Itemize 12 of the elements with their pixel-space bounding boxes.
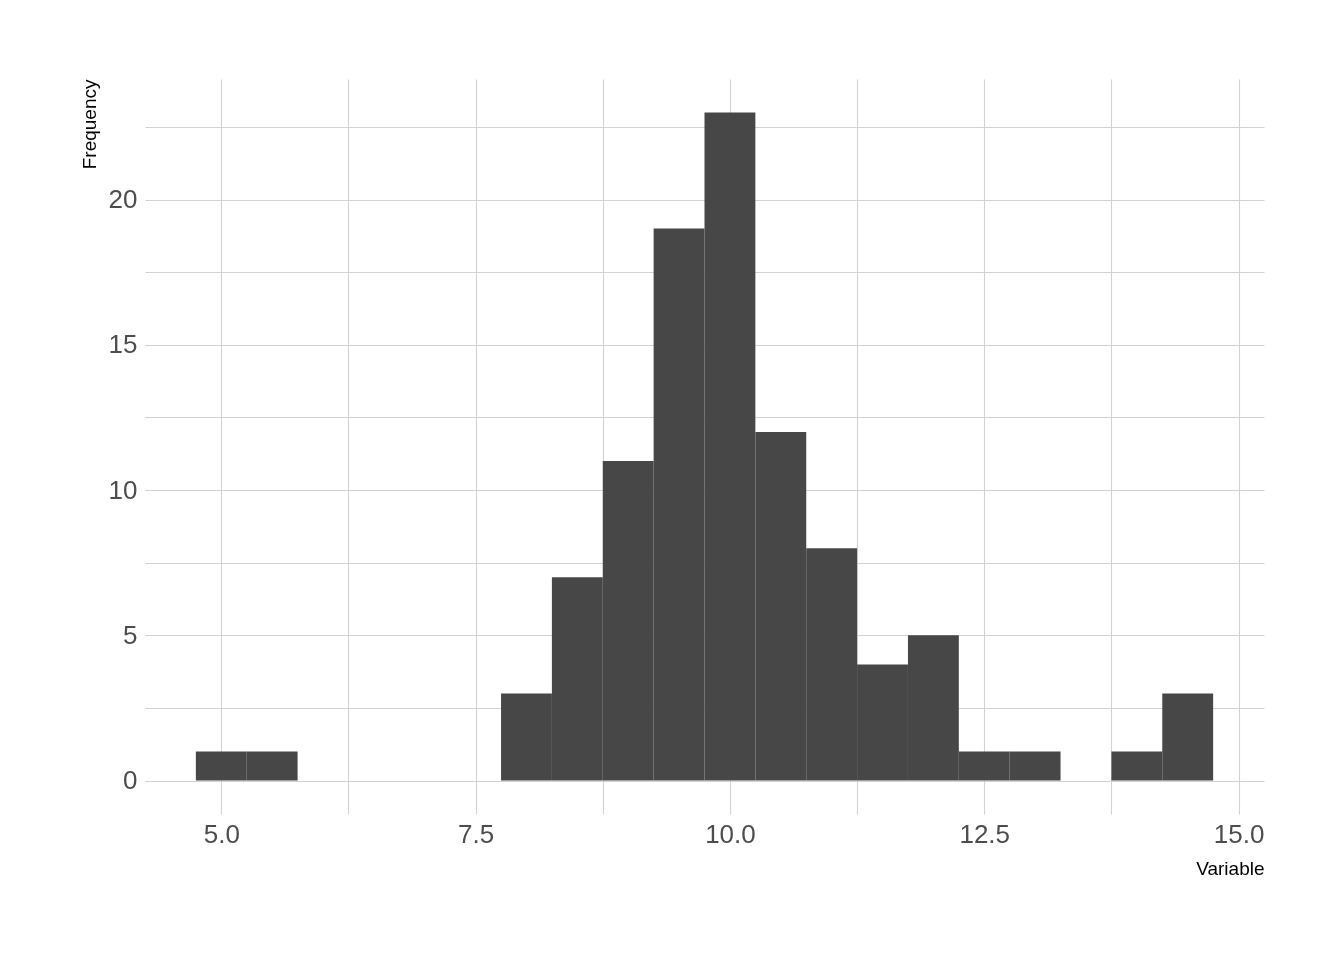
x-tick-label: 7.5: [458, 818, 495, 849]
x-tick-label: 5.0: [203, 818, 240, 849]
x-tick-label: 10.0: [705, 818, 756, 849]
y-tick-label: 5: [123, 619, 138, 650]
y-tick-label: 0: [123, 765, 138, 796]
x-axis-title: Variable: [1196, 857, 1265, 879]
y-tick-label: 20: [108, 184, 138, 215]
y-tick-label: 10: [108, 474, 138, 505]
x-tick-label: 15.0: [1213, 818, 1265, 849]
y-tick-label: 15: [108, 329, 138, 360]
x-tick-label: 12.5: [959, 818, 1011, 849]
y-axis-title: Frequency: [78, 79, 100, 170]
